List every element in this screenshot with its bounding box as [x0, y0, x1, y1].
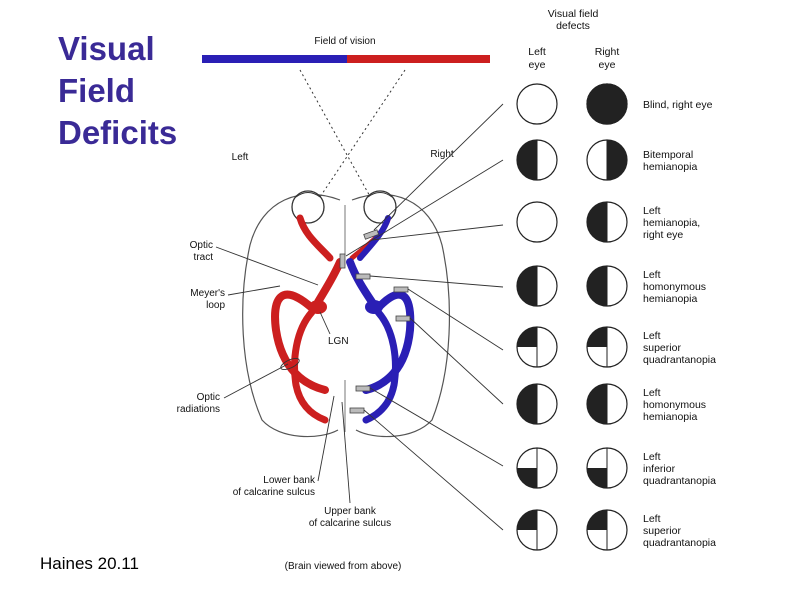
defect-label-8-1: Left: [643, 513, 661, 525]
right-eye-field-2: [586, 139, 628, 181]
connector-lines: [345, 103, 504, 531]
title-line-1: Visual: [58, 30, 155, 67]
defects-header-1: Visual field: [548, 8, 599, 20]
left-lgn: [309, 300, 327, 314]
upper-bank-label-2: of calcarine sulcus: [309, 518, 391, 529]
left-eye-field-3: [516, 201, 558, 243]
right-eye-header-1: Right: [595, 46, 620, 58]
meyers-loop-pointer: [227, 285, 281, 296]
left-eye-header-2: eye: [529, 59, 546, 71]
caption: (Brain viewed from above): [285, 561, 402, 572]
optic-radiations-label-1: Optic: [197, 392, 220, 403]
left-eye-field-8: [516, 509, 558, 551]
defect-label-7-2: inferior: [643, 463, 676, 475]
defect-label-3-2: hemianopia,: [643, 217, 700, 229]
left-eye-field-5: [516, 326, 558, 368]
right-visual-field-bar: [202, 55, 347, 63]
defect-label-5-1: Left: [643, 330, 661, 342]
defect-label-6-1: Left: [643, 387, 661, 399]
right-field-pathway: [346, 215, 415, 424]
right-eye-header-2: eye: [599, 59, 616, 71]
left-eye-field-4: [516, 265, 558, 307]
upper-bank-label-1: Upper bank: [324, 506, 377, 517]
optic-radiations-pointer: [223, 363, 289, 399]
sight-lines: [299, 69, 406, 201]
right-eye-field-4: [586, 265, 628, 307]
meyers-loop-label-1: Meyer's: [190, 288, 225, 299]
left-eye-field-2: [516, 139, 558, 181]
defect-label-6-2: homonymous: [643, 399, 706, 411]
right-lens-icon: [367, 192, 393, 198]
defect-label-1-1: Blind, right eye: [643, 99, 713, 111]
left-lens-icon: [295, 192, 321, 198]
lower-bank-pointer: [317, 395, 335, 482]
defect-label-8-3: quadrantanopia: [643, 537, 716, 549]
left-eye-field-1: [516, 83, 558, 125]
left-side-label: Left: [232, 152, 249, 163]
defect-label-6-3: hemianopia: [643, 411, 697, 423]
optic-radiations-label-2: radiations: [177, 404, 220, 415]
optic-radiations-marker: [280, 357, 300, 371]
lower-bank-label-2: of calcarine sulcus: [233, 487, 315, 498]
right-eyeball: [363, 190, 397, 224]
title-line-2: Field: [58, 72, 136, 109]
defects-header-2: defects: [556, 20, 590, 32]
optic-tract-label-1: Optic: [190, 240, 213, 251]
defect-label-7-1: Left: [643, 451, 661, 463]
defect-label-4-3: hemianopia: [643, 293, 697, 305]
defect-label-3-1: Left: [643, 205, 661, 217]
field-of-vision-label: Field of vision: [314, 36, 375, 47]
right-eye-field-1: [586, 83, 628, 125]
defect-label-4-1: Left: [643, 269, 661, 281]
optic-tract-label-2: tract: [194, 252, 214, 263]
defect-label-8-2: superior: [643, 525, 681, 537]
defect-label-4-2: homonymous: [643, 281, 706, 293]
defect-label-5-3: quadrantanopia: [643, 354, 716, 366]
right-side-label: Right: [430, 149, 454, 160]
right-eye-field-8: [586, 509, 628, 551]
figure-credit: Haines 20.11: [40, 554, 139, 573]
lgn-label: LGN: [328, 336, 349, 347]
lgn-pointer: [319, 311, 331, 335]
right-lgn: [365, 300, 383, 314]
defect-rows: Blind, right eyeBitemporalhemianopiaLeft…: [516, 83, 716, 551]
right-eye-field-3: [586, 201, 628, 243]
page-title: Visual Field Deficits: [58, 28, 177, 154]
defect-label-3-3: right eye: [643, 229, 683, 241]
optic-tract-pointer: [215, 246, 319, 286]
title-line-3: Deficits: [58, 114, 178, 151]
lower-bank-label-1: Lower bank: [263, 475, 316, 486]
brain-outline: [242, 193, 450, 438]
defect-label-5-2: superior: [643, 342, 681, 354]
defect-label-2-1: Bitemporal: [643, 149, 693, 161]
upper-bank-pointer: [341, 401, 351, 504]
right-eye-field-6: [586, 383, 628, 425]
left-eye-field-6: [516, 383, 558, 425]
defect-label-7-3: quadrantanopia: [643, 475, 716, 487]
meyers-loop-label-2: loop: [206, 300, 225, 311]
defect-label-2-2: hemianopia: [643, 161, 697, 173]
left-eye-header-1: Left: [528, 46, 546, 58]
right-eye-field-7: [586, 447, 628, 489]
left-visual-field-bar: [347, 55, 490, 63]
left-eye-field-7: [516, 447, 558, 489]
right-eye-field-5: [586, 326, 628, 368]
